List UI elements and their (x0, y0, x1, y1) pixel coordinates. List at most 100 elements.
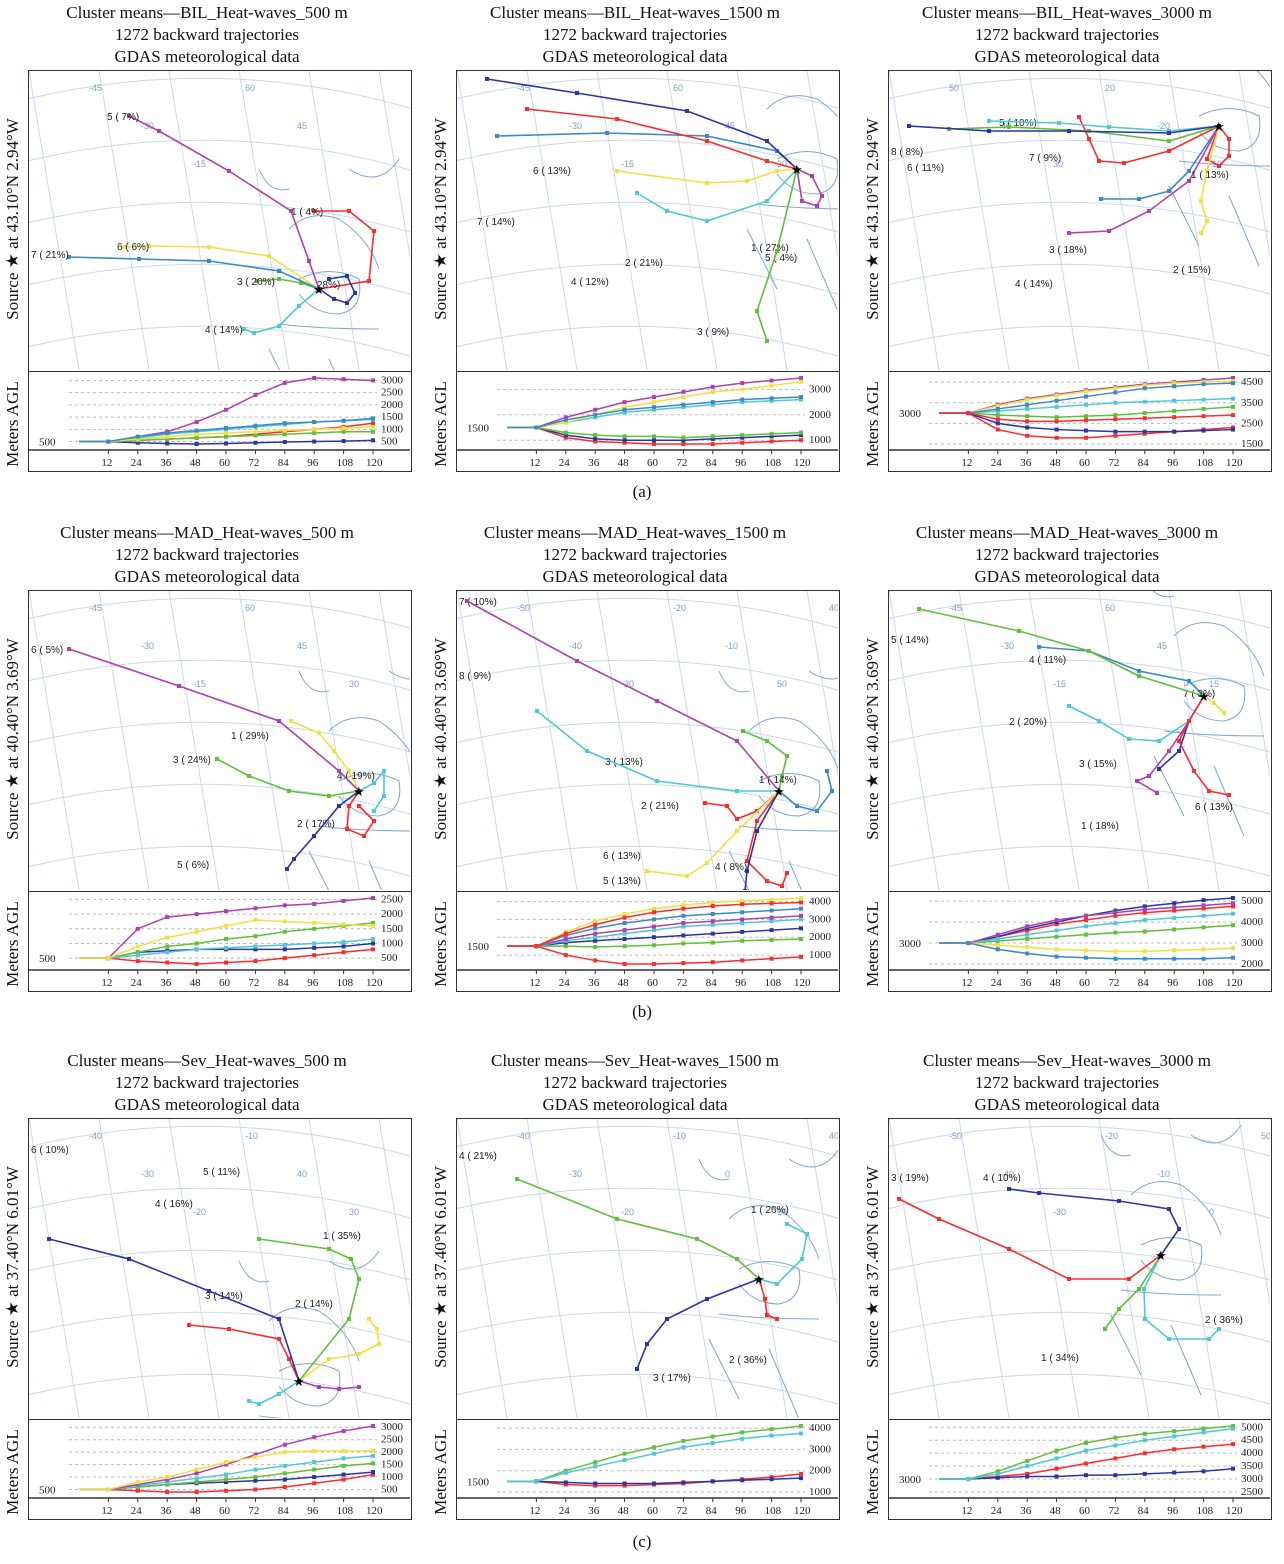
profile-marker (341, 898, 346, 903)
profile-marker (1084, 948, 1088, 953)
trajectory-line (68, 256, 320, 290)
trajectory-marker (705, 1297, 709, 1301)
profile-y-label-text: Meters AGL (863, 381, 882, 467)
trajectory-marker (1103, 1327, 1107, 1331)
trajectory-marker (357, 789, 361, 793)
profile-marker (681, 1438, 686, 1443)
latitude-gridline (457, 1311, 838, 1343)
profile-marker (769, 1475, 774, 1480)
trajectory-marker (745, 859, 749, 863)
cluster-label: 4 ( 11%) (1029, 655, 1066, 666)
trajectory-marker (47, 1237, 51, 1241)
profile-marker (1025, 1458, 1030, 1463)
profile-marker (312, 439, 317, 444)
longitude-gridline (238, 591, 290, 890)
profile-y-label: Meters AGL (860, 1422, 886, 1522)
profile-marker (799, 1471, 803, 1476)
profile-marker (740, 440, 745, 445)
trajectory-map: 50 40 30 20 -20 -10 8 ( 8%) 6 ( 11%) 7 ( 9%) 5 ( … (888, 70, 1272, 372)
profile-marker (282, 432, 287, 437)
profile-marker (995, 417, 1000, 422)
trajectory-marker (810, 174, 814, 178)
profile-y-label: Meters AGL (0, 1422, 26, 1522)
graticule-label: -20 (1157, 121, 1170, 131)
chart-panel: Cluster means—Sev_Heat-waves_3000 m 1272 … (862, 1050, 1272, 1530)
map-y-label: Source ★ at 37.40°N 6.01°W (0, 1132, 26, 1402)
graticule-label: 45 (725, 121, 735, 131)
trajectory-marker (645, 869, 649, 873)
profile-marker (995, 932, 1000, 937)
profile-marker (1142, 431, 1147, 436)
profile-line (507, 381, 802, 429)
profile-marker (224, 937, 228, 942)
trajectory-marker (1017, 629, 1021, 633)
x-tick-label: 108 (765, 457, 782, 469)
latitude-gridline (457, 659, 838, 691)
profile-y-label: Meters AGL (428, 1422, 454, 1522)
trajectory-marker (765, 879, 769, 883)
x-tick-label: 120 (1226, 977, 1243, 989)
trajectory-marker (1187, 169, 1191, 173)
x-tick-label: 72 (676, 1505, 687, 1517)
profile-marker (1231, 425, 1235, 430)
graticule-label: 50 (777, 679, 787, 689)
profile-marker (652, 405, 656, 410)
start-height-label: 1500 (467, 423, 490, 435)
x-tick-label: 36 (1020, 1505, 1031, 1517)
profile-marker (740, 920, 745, 925)
profile-marker (194, 929, 199, 934)
profile-marker (769, 1433, 774, 1438)
chart-panel: Cluster means—MAD_Heat-waves_500 m 1272 b… (2, 522, 412, 1002)
x-tick-label: 36 (588, 1505, 600, 1517)
x-tick-label: 12 (529, 1505, 540, 1517)
profile-ytick-label: 3000 (1241, 1473, 1264, 1485)
x-tick-label: 24 (991, 457, 1003, 469)
graticule-label: -30 (141, 641, 154, 651)
cluster-label: 8 ( 9%) (459, 671, 491, 682)
graticule-label: 45 (1157, 641, 1167, 651)
profile-marker (106, 1487, 111, 1492)
profile-marker (710, 919, 715, 924)
profile-marker (681, 395, 686, 400)
profile-marker (1142, 918, 1147, 922)
profile-marker (563, 433, 568, 438)
profile-y-label-text: Meters AGL (431, 381, 450, 467)
profile-marker (224, 1462, 228, 1467)
profile-marker (165, 431, 170, 435)
cluster-label: 3 ( 19%) (891, 1173, 929, 1184)
trajectory-line (1104, 1254, 1162, 1330)
trajectory-marker (763, 1297, 767, 1301)
profile-marker (224, 945, 228, 950)
profile-marker (1025, 945, 1030, 950)
cluster-label: 7 ( 9%) (1029, 153, 1061, 164)
profile-ytick-label: 1000 (381, 937, 404, 949)
height-profile: 5000 4500 4000 3500 3000 2500 3000 12 24 36 48 60 72… (888, 1420, 1272, 1520)
longitude-gridline (308, 71, 360, 370)
coastline (238, 1250, 380, 1283)
x-tick-label: 96 (735, 457, 747, 469)
profile-marker (740, 1430, 745, 1435)
map-y-label-text: Source ★ at 37.40°N 6.01°W (431, 1166, 450, 1368)
chart-title: Cluster means—Sev_Heat-waves_500 m (67, 1051, 347, 1070)
profile-marker (1142, 1438, 1147, 1443)
coastline (258, 1307, 360, 1418)
profile-ytick-label: 2500 (1241, 417, 1264, 429)
cluster-label: 5 ( 6%) (177, 860, 209, 871)
profile-marker (165, 1477, 170, 1482)
profile-marker (995, 936, 1000, 941)
cluster-label: 5 ( 4%) (765, 253, 797, 264)
graticule-label: -50 (517, 603, 530, 613)
profile-marker (534, 944, 539, 949)
profile-marker (593, 958, 598, 963)
x-tick-label: 84 (278, 1505, 290, 1517)
profile-marker (622, 434, 627, 439)
chart-title-block: Cluster means—MAD_Heat-waves_500 m 1272 b… (2, 522, 412, 588)
profile-marker (1172, 948, 1177, 953)
x-tick-label: 72 (676, 457, 687, 469)
trajectory-marker (705, 139, 709, 143)
profile-marker (341, 922, 346, 927)
trajectory-map: -45 -30 -15 60 45 30 5 ( 4%) 6 ( 13%) 7 ( 14%) 4 … (456, 70, 840, 372)
profile-marker (165, 935, 170, 940)
profile-marker (253, 1467, 258, 1472)
profile-marker (710, 900, 715, 905)
